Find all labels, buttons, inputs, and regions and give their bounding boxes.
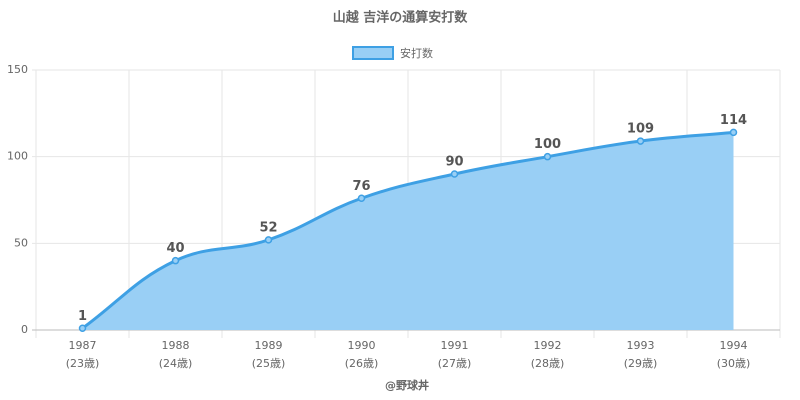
y-tick-label: 150 (7, 63, 28, 76)
point (543, 152, 552, 161)
x-tick-label: (27歳) (438, 357, 472, 370)
point (264, 236, 273, 244)
data-label: 1 (78, 309, 87, 324)
data-label: 40 (166, 241, 184, 256)
x-tick-label: 1989 (255, 339, 283, 352)
x-tick-label: (26歳) (345, 357, 379, 370)
point (171, 256, 180, 265)
x-tick-label: 1994 (720, 339, 748, 352)
data-label: 114 (720, 113, 747, 128)
point (450, 170, 459, 178)
data-label: 100 (534, 137, 561, 152)
x-tick-label: 1988 (162, 339, 190, 352)
area (82, 132, 734, 330)
data-label: 76 (352, 179, 370, 194)
x-tick-label: (29歳) (624, 357, 658, 370)
credit: @野球丼 (385, 378, 429, 392)
x-tick-label: (23歳) (66, 357, 100, 370)
x-tick-label: (30歳) (717, 357, 751, 370)
data-label: 90 (445, 155, 463, 170)
point (636, 137, 645, 145)
x-tick-label: 1987 (69, 339, 97, 352)
data-label: 52 (259, 220, 277, 235)
x-tick-label: 1992 (534, 339, 562, 352)
chart-title: 山越 吉洋の通算安打数 (333, 10, 469, 26)
x-tick-label: (25歳) (252, 357, 286, 370)
point (357, 194, 366, 203)
y-tick-label: 50 (14, 236, 28, 249)
x-tick-label: 1993 (627, 339, 655, 352)
point (78, 324, 87, 333)
data-label: 109 (627, 122, 654, 137)
x-tick-label: (28歳) (531, 357, 565, 370)
x-tick-label: 1991 (441, 339, 469, 352)
legend-label: 安打数 (400, 46, 433, 60)
y-tick-label: 100 (7, 150, 28, 163)
x-tick-label: 1990 (348, 339, 376, 352)
x-tick-label: (24歳) (159, 357, 193, 370)
y-tick-label: 0 (21, 323, 28, 336)
point (729, 128, 738, 137)
legend-swatch (352, 46, 394, 60)
